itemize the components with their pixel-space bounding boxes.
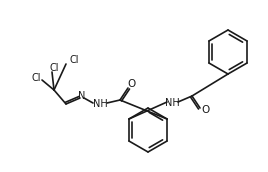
Text: N: N (78, 91, 86, 101)
Text: Cl: Cl (31, 73, 41, 83)
Text: O: O (128, 79, 136, 89)
Text: O: O (202, 105, 210, 115)
Text: NH: NH (93, 99, 107, 109)
Text: NH: NH (165, 98, 179, 108)
Text: Cl: Cl (69, 55, 79, 65)
Text: Cl: Cl (49, 63, 59, 73)
